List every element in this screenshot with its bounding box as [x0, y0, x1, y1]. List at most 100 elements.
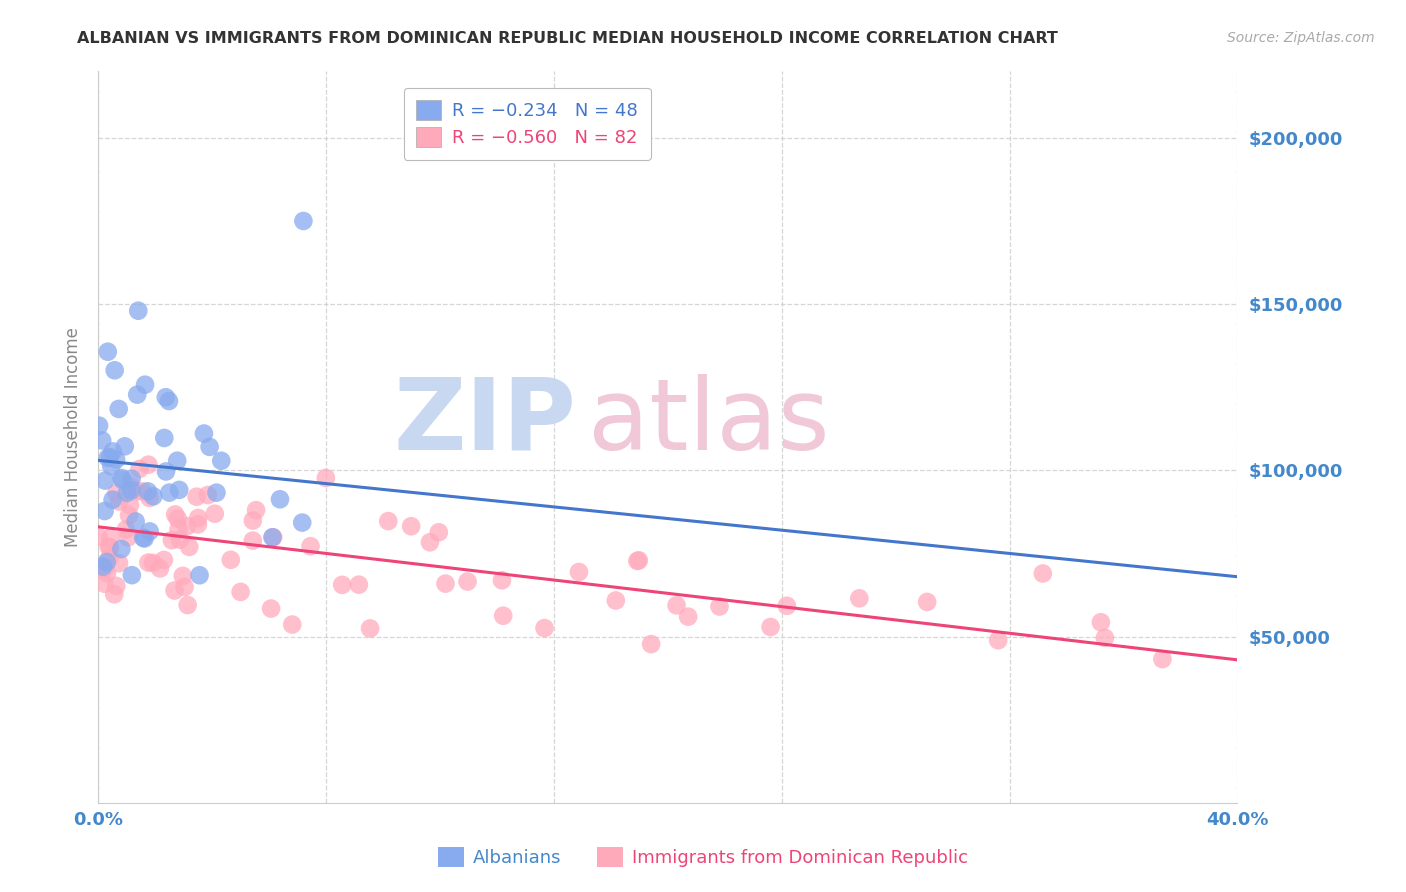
- Point: [155, 390, 177, 404]
- Y-axis label: Median Household Income: Median Household Income: [63, 327, 82, 547]
- Point: [291, 516, 314, 530]
- Point: [281, 617, 304, 632]
- Point: [105, 579, 128, 593]
- Point: [915, 595, 938, 609]
- Point: [153, 553, 176, 567]
- Point: [260, 601, 283, 615]
- Point: [97, 540, 120, 554]
- Point: [98, 541, 121, 555]
- Point: [330, 578, 353, 592]
- Point: [117, 530, 139, 544]
- Point: [176, 598, 198, 612]
- Point: [105, 452, 128, 467]
- Text: ZIP: ZIP: [394, 374, 576, 471]
- Point: [136, 484, 159, 499]
- Point: [419, 535, 441, 549]
- Point: [759, 620, 782, 634]
- Point: [101, 444, 124, 458]
- Point: [160, 533, 183, 548]
- Point: [626, 554, 648, 568]
- Point: [292, 214, 315, 228]
- Point: [377, 514, 399, 528]
- Point: [134, 532, 156, 546]
- Point: [205, 485, 228, 500]
- Point: [166, 511, 188, 525]
- Point: [315, 471, 337, 485]
- Point: [269, 492, 291, 507]
- Point: [155, 465, 177, 479]
- Point: [242, 514, 264, 528]
- Point: [100, 459, 122, 474]
- Point: [124, 515, 146, 529]
- Point: [245, 503, 267, 517]
- Point: [138, 556, 160, 570]
- Point: [165, 508, 187, 522]
- Point: [93, 576, 115, 591]
- Point: [142, 489, 165, 503]
- Point: [118, 498, 141, 512]
- Point: [107, 401, 129, 416]
- Point: [179, 540, 201, 554]
- Point: [157, 485, 180, 500]
- Point: [91, 434, 114, 448]
- Point: [848, 591, 870, 606]
- Point: [98, 450, 121, 465]
- Point: [97, 344, 120, 359]
- Point: [491, 574, 513, 588]
- Point: [101, 492, 124, 507]
- Point: [110, 541, 132, 556]
- Point: [149, 561, 172, 575]
- Point: [167, 522, 190, 536]
- Point: [1152, 652, 1174, 666]
- Point: [118, 508, 141, 523]
- Point: [104, 363, 127, 377]
- Point: [399, 519, 422, 533]
- Point: [138, 458, 160, 472]
- Point: [568, 565, 591, 579]
- Point: [111, 473, 134, 487]
- Point: [187, 517, 209, 532]
- Point: [127, 387, 149, 401]
- Point: [94, 474, 117, 488]
- Point: [115, 486, 138, 500]
- Point: [776, 599, 799, 613]
- Point: [131, 484, 153, 499]
- Point: [121, 568, 143, 582]
- Point: [125, 484, 148, 499]
- Point: [176, 519, 198, 533]
- Point: [492, 608, 515, 623]
- Point: [115, 523, 138, 537]
- Point: [120, 483, 142, 497]
- Point: [138, 491, 160, 505]
- Point: [188, 568, 211, 582]
- Legend: R = −0.234   N = 48, R = −0.560   N = 82: R = −0.234 N = 48, R = −0.560 N = 82: [404, 87, 651, 160]
- Point: [434, 576, 457, 591]
- Point: [1090, 615, 1112, 630]
- Point: [299, 539, 322, 553]
- Point: [1032, 566, 1054, 581]
- Point: [640, 637, 662, 651]
- Point: [157, 394, 180, 409]
- Point: [1094, 631, 1116, 645]
- Point: [229, 585, 252, 599]
- Point: [114, 439, 136, 453]
- Point: [108, 556, 131, 570]
- Point: [173, 580, 195, 594]
- Point: [533, 621, 555, 635]
- Point: [98, 531, 121, 545]
- Point: [209, 454, 232, 468]
- Point: [665, 599, 688, 613]
- Point: [134, 377, 156, 392]
- Point: [93, 504, 115, 518]
- Point: [105, 486, 128, 500]
- Point: [242, 533, 264, 548]
- Point: [127, 303, 149, 318]
- Point: [359, 622, 381, 636]
- Point: [197, 488, 219, 502]
- Point: [187, 511, 209, 525]
- Text: Source: ZipAtlas.com: Source: ZipAtlas.com: [1227, 31, 1375, 45]
- Point: [262, 530, 284, 544]
- Point: [93, 561, 115, 575]
- Point: [193, 426, 215, 441]
- Point: [167, 483, 190, 497]
